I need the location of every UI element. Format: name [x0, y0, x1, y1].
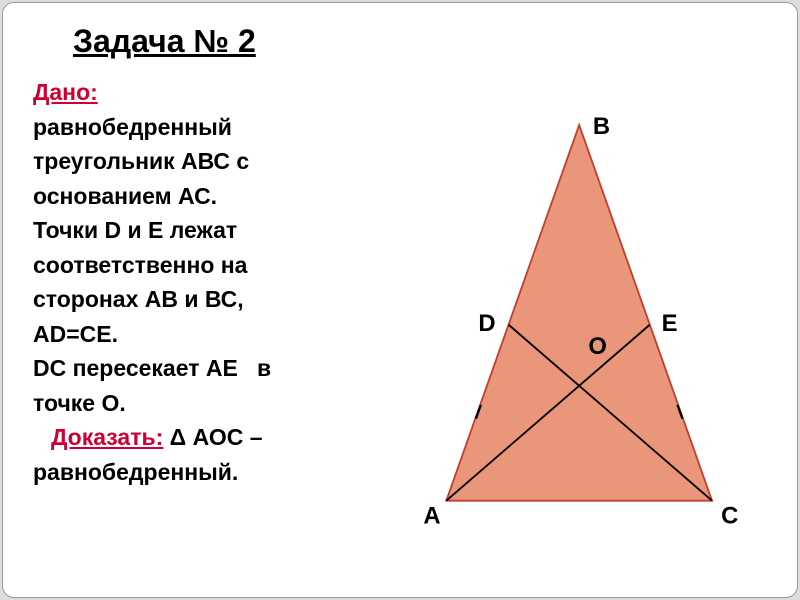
- given-line-7: АD=СЕ.: [33, 321, 118, 347]
- content-area: Дано: равнобедренный треугольник АВС с о…: [33, 75, 767, 569]
- given-line-4: Точки D и E лежат: [33, 217, 237, 243]
- given-line-3: основанием АС.: [33, 183, 217, 209]
- svg-text:O: O: [588, 333, 607, 360]
- problem-card: Задача № 2 Дано: равнобедренный треуголь…: [2, 2, 798, 598]
- given-label: Дано:: [33, 79, 98, 105]
- given-line-8: DС пересекает АE: [33, 355, 238, 381]
- prove-line-2: равнобедренный.: [33, 459, 238, 485]
- triangle-diagram: A B C D E O: [373, 75, 767, 569]
- svg-text:A: A: [423, 503, 440, 530]
- given-line-2: треугольник АВС с: [33, 148, 249, 174]
- given-line-8b: в: [257, 355, 271, 381]
- svg-text:E: E: [662, 310, 678, 337]
- svg-text:C: C: [721, 503, 738, 530]
- diagram-panel: A B C D E O: [373, 75, 767, 569]
- svg-text:D: D: [478, 310, 495, 337]
- prove-line-1: Δ АОС –: [163, 424, 262, 450]
- given-line-9: точке O.: [33, 390, 126, 416]
- text-panel: Дано: равнобедренный треугольник АВС с о…: [33, 75, 373, 569]
- svg-text:B: B: [593, 113, 610, 140]
- problem-title: Задача № 2: [73, 23, 767, 60]
- given-line-5: соответственно на: [33, 252, 247, 278]
- given-line-6: сторонах АВ и ВС,: [33, 286, 244, 312]
- prove-label: Доказать:: [51, 424, 163, 450]
- given-line-1: равнобедренный: [33, 114, 232, 140]
